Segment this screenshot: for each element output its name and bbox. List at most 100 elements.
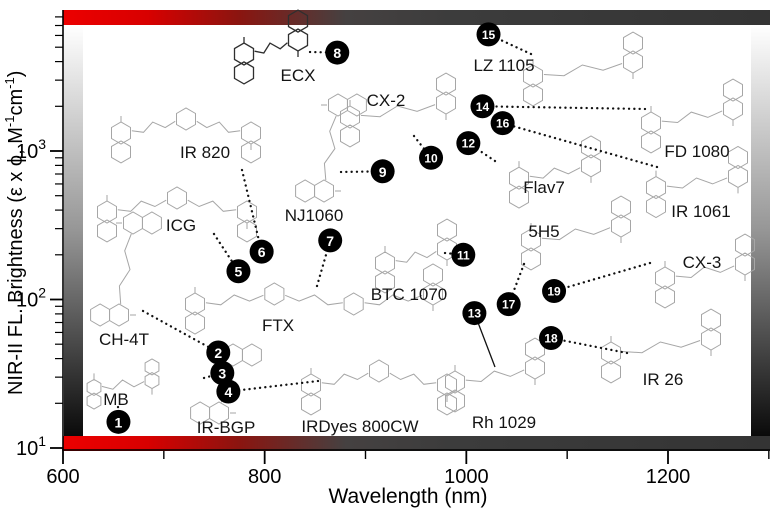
molecule-sketch-lz-1105: [523, 31, 643, 107]
data-point-number: 14: [476, 100, 490, 114]
connector-irdyes-800cw: [227, 379, 320, 393]
axis-ticks: [50, 16, 770, 464]
molecule-sketch-nj1060: [295, 93, 367, 203]
molecule-sketch-ecx: [233, 9, 309, 85]
data-point-15-lz-1105: 15: [476, 22, 501, 47]
dye-label-ir-1061: IR 1061: [671, 202, 731, 221]
data-point-number: 10: [424, 151, 438, 165]
data-point-1-mb: 1: [106, 409, 131, 434]
dye-label-cx-2: CX-2: [367, 91, 406, 110]
dye-label-mb: MB: [103, 390, 129, 409]
molecule-sketch-fd-1080: [641, 78, 743, 154]
dye-label-irdyes-800cw: IRDyes 800CW: [301, 417, 418, 436]
dye-label-btc-1070: BTC 1070: [371, 285, 448, 304]
data-point-19-cx-3: 19: [542, 279, 567, 304]
data-point-number: 3: [218, 365, 226, 381]
molecule-sketch-ir-820: [111, 107, 261, 164]
connector-ch-4t: [141, 309, 220, 354]
molecule-sketch-mb: [86, 358, 160, 410]
data-point-number: 15: [482, 28, 496, 42]
data-point-number: 12: [462, 137, 476, 151]
data-point-number: 18: [544, 332, 558, 346]
connector-nj1060: [339, 170, 384, 174]
molecule-sketch-ch-4t: [90, 211, 162, 327]
data-point-number: 7: [326, 233, 334, 249]
data-point-number: 8: [333, 45, 341, 61]
molecule-sketch-btc-1070: [375, 218, 457, 294]
molecule-sketch-ir-1061: [646, 145, 748, 219]
molecule-sketch-ftx: [185, 263, 443, 335]
data-point-12-flav7: 12: [456, 131, 481, 156]
data-point-3-ir-bgp: 3: [210, 360, 235, 385]
data-point-14-fd-1080: 14: [470, 94, 495, 119]
spectral-bar-bottom: [63, 436, 770, 451]
molecule-sketch-ir-26: [601, 308, 721, 384]
x-tick-label-1200: 1200: [646, 466, 691, 488]
molecule-sketch-irdyes-800cw: [301, 359, 457, 416]
connector-ir-820: [240, 168, 263, 253]
spectral-bar-top: [63, 10, 770, 25]
grayscale-bar-right: [751, 25, 770, 436]
data-point-2-ch-4t: 2: [206, 340, 231, 365]
dye-label-fd-1080: FD 1080: [664, 142, 729, 161]
dye-label-ecx: ECX: [281, 66, 316, 85]
data-point-number: 19: [547, 285, 561, 299]
molecule-sketch-cx-3: [655, 233, 755, 309]
molecule-sketch-cx-2: [340, 72, 456, 148]
data-point-10-cx-2: 10: [419, 145, 444, 170]
data-point-7-ftx: 7: [318, 228, 343, 253]
x-tick-label-800: 800: [248, 466, 281, 488]
y-tick-label-1e1: 101: [16, 433, 46, 460]
data-point-18-ir-26: 18: [539, 326, 564, 351]
connector-fd-1080: [481, 105, 647, 111]
grayscale-bar-left: [64, 25, 83, 436]
x-tick-label-1000: 1000: [444, 466, 489, 488]
data-point-11-btc-1070: 11: [451, 242, 476, 267]
dye-label-rh-1029: Rh 1029: [472, 413, 536, 432]
molecule-sketch-icg: [97, 186, 257, 243]
data-point-13-rh-1029: 13: [462, 301, 487, 326]
connector-cx-3: [552, 261, 652, 293]
dye-label-cx-3: CX-3: [683, 253, 722, 272]
data-point-number: 4: [224, 384, 232, 400]
data-point-number: 5: [235, 264, 243, 280]
y-tick-label-1e2: 102: [16, 285, 46, 312]
data-point-17-5h5: 17: [496, 292, 521, 317]
dye-label-flav7: Flav7: [523, 178, 565, 197]
x-axis-title: Wavelength (nm): [328, 485, 488, 508]
dye-label-icg: ICG: [166, 216, 196, 235]
connector-5h5: [507, 262, 526, 306]
data-point-number: 2: [214, 345, 222, 361]
data-point-number: 16: [496, 117, 510, 131]
dye-label-5h5: 5H5: [528, 222, 559, 241]
dye-label-lz-1105: LZ 1105: [473, 56, 534, 75]
data-point-9-nj1060: 9: [370, 159, 395, 184]
y-tick-label-1e3: 103: [16, 136, 46, 163]
connector-ir-1061: [501, 122, 659, 169]
y-axis-title: NIR-II FL. Brightness (ε x ϕ, M-1cm-1): [2, 70, 27, 396]
connector-ir-26: [549, 336, 629, 355]
dye-label-ir-bgp: IR-BGP: [197, 418, 256, 437]
x-tick-label-600: 600: [46, 466, 79, 488]
data-point-number: 17: [502, 298, 516, 312]
data-point-number: 13: [468, 307, 482, 321]
molecule-sketch-flav7: [509, 135, 601, 209]
data-point-4-irdyes-800cw: 4: [216, 379, 241, 404]
data-point-number: 6: [258, 244, 266, 260]
connector-cx-2: [412, 134, 433, 159]
dye-label-nj1060: NJ1060: [285, 206, 344, 225]
dye-label-ftx: FTX: [262, 316, 294, 335]
connector-ecx: [308, 50, 339, 54]
dye-label-ir-26: IR 26: [643, 370, 684, 389]
molecule-sketch-rh-1029: [445, 337, 545, 413]
data-point-5-icg: 5: [226, 259, 251, 284]
data-point-8-ecx: 8: [325, 40, 350, 65]
data-point-6-ir-820: 6: [249, 239, 274, 264]
molecule-sketch-5h5: [521, 195, 631, 271]
data-point-number: 1: [115, 414, 123, 430]
data-point-number: 9: [379, 164, 387, 180]
dye-label-ir-820: IR 820: [180, 143, 230, 162]
data-point-16-ir-1061: 16: [490, 111, 515, 136]
